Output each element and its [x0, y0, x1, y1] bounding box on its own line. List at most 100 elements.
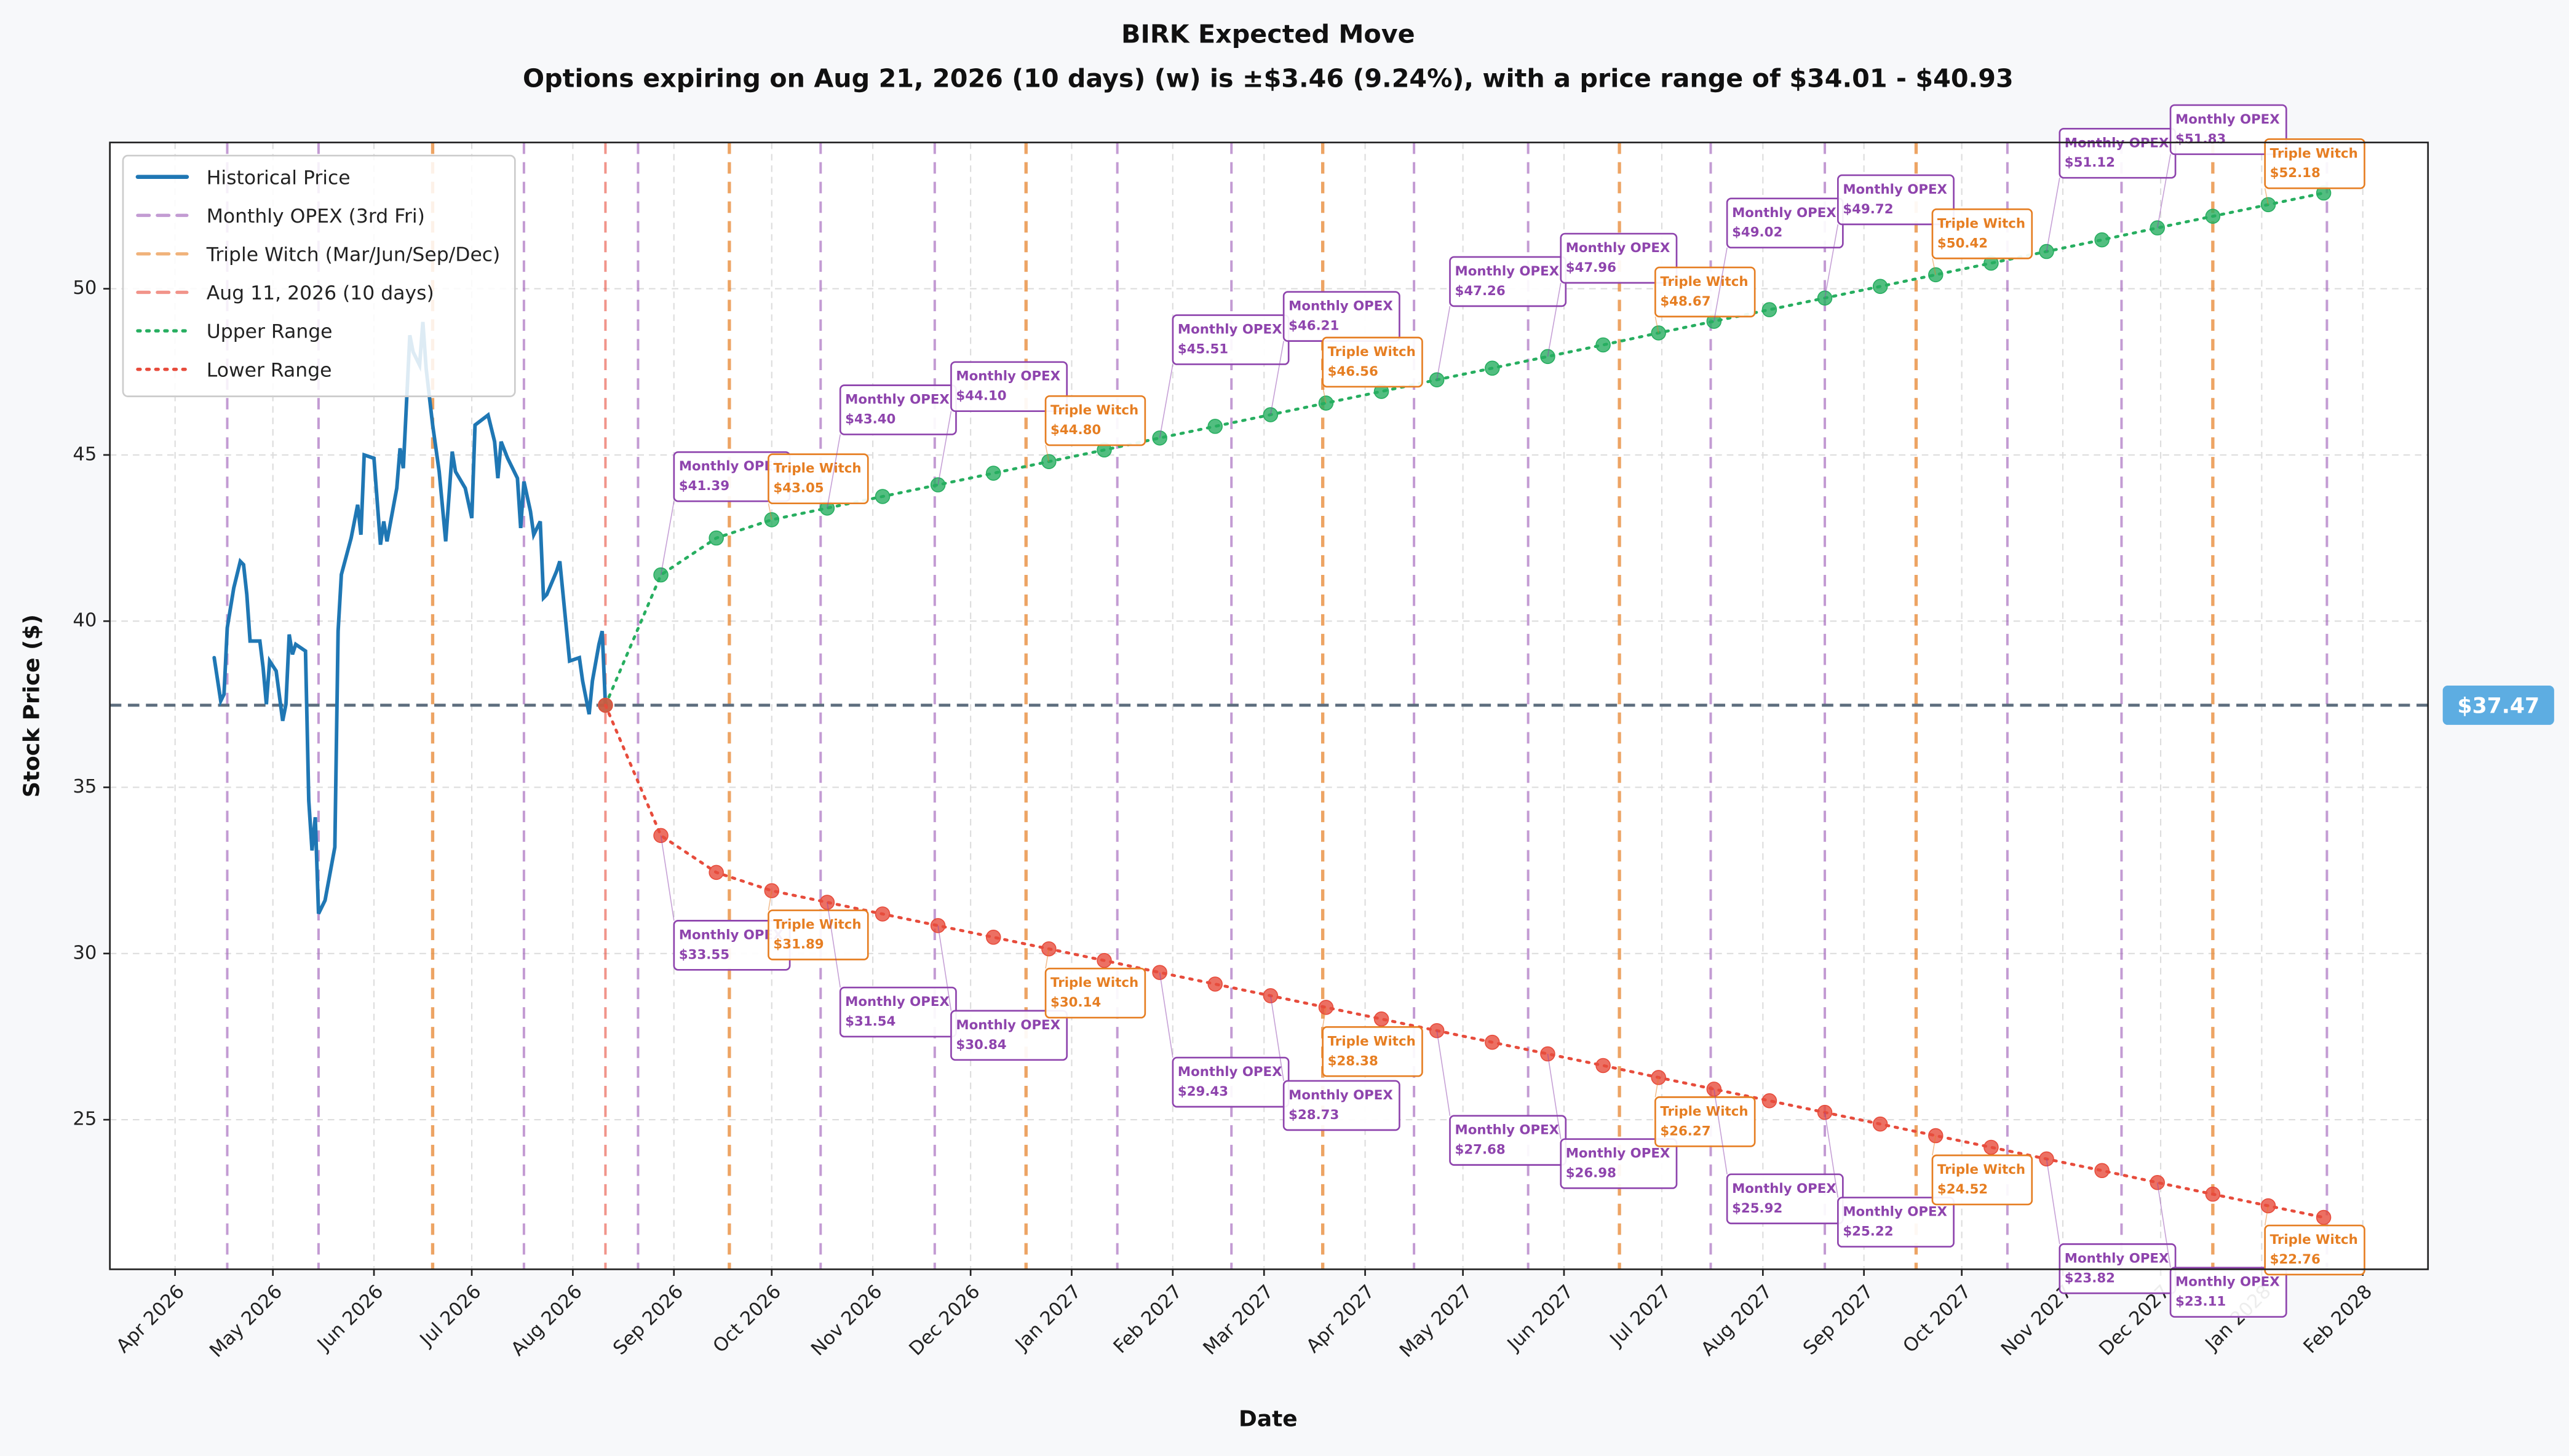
annotation-kind: Triple Witch	[1328, 344, 1416, 360]
annotation-connector	[827, 902, 841, 988]
data-point	[985, 930, 1001, 945]
data-point	[2039, 1151, 2054, 1167]
data-point	[875, 906, 891, 922]
annotation: Monthly OPEX $46.21	[1270, 291, 1400, 415]
current-price-badge	[2442, 685, 2554, 725]
annotation-connector	[660, 501, 675, 576]
annotation-value: $25.22	[1843, 1224, 1893, 1240]
data-point	[1485, 1034, 1500, 1050]
annotation-value: $23.11	[2175, 1294, 2226, 1310]
annotation-kind: Monthly OPEX	[845, 392, 950, 408]
legend-label: Lower Range	[207, 359, 332, 381]
annotation-value: $28.38	[1328, 1053, 1378, 1069]
annotation-connector	[2046, 178, 2060, 252]
annotation-box	[1837, 174, 1955, 226]
annotation: Monthly OPEX $47.26	[1436, 256, 1567, 380]
annotation-kind: Monthly OPEX	[1288, 299, 1393, 314]
annotation: Monthly OPEX $45.51	[1159, 314, 1290, 438]
annotation: Triple Witch $44.80	[1044, 395, 1146, 462]
data-point	[1872, 1116, 1888, 1132]
data-point	[2150, 220, 2166, 235]
y-tick-label: 25	[73, 1109, 97, 1130]
y-tick-label: 40	[73, 610, 97, 631]
annotation-connector	[1547, 1053, 1562, 1139]
annotation-connector	[768, 890, 772, 911]
annotation: Triple Witch $30.14	[1044, 949, 1146, 1019]
series-line	[604, 703, 2325, 1219]
annotation-connector	[1322, 386, 1327, 403]
annotation-box	[1322, 336, 1423, 388]
data-point	[1761, 1093, 1777, 1109]
annotation: Triple Witch $50.42	[1931, 208, 2033, 275]
annotation-kind: Monthly OPEX	[1178, 322, 1282, 338]
annotation-value: $28.73	[1288, 1107, 1339, 1123]
annotation: Monthly OPEX $31.54	[827, 902, 957, 1038]
annotation-kind: Triple Witch	[1050, 403, 1138, 418]
annotation-connector	[1932, 258, 1937, 275]
annotation-connector	[1713, 247, 1728, 322]
annotation: Monthly OPEX $44.10	[937, 361, 1068, 485]
data-point	[653, 567, 669, 583]
annotation-value: $33.55	[679, 947, 729, 962]
annotation-connector	[768, 503, 772, 520]
y-tick-label: 35	[73, 776, 97, 797]
data-point	[1872, 279, 1888, 295]
annotation-connector	[1713, 1089, 1728, 1174]
data-point	[764, 883, 780, 898]
annotation-kind: Monthly OPEX	[845, 994, 950, 1010]
data-point	[1207, 976, 1223, 992]
annotation-kind: Triple Witch	[773, 461, 861, 477]
legend-label: Aug 11, 2026 (10 days)	[207, 282, 434, 304]
annotation-kind: Triple Witch	[1937, 1162, 2025, 1177]
annotation: Monthly OPEX $43.40	[827, 384, 957, 508]
annotation-box	[1282, 1080, 1400, 1131]
annotation-connector	[1436, 306, 1451, 380]
annotation-value: $26.98	[1566, 1165, 1616, 1181]
annotation-value: $25.92	[1732, 1201, 1782, 1216]
annotation-value: $52.18	[2270, 165, 2321, 181]
annotation-value: $51.12	[2065, 155, 2115, 170]
annotation-connector	[2264, 1205, 2269, 1226]
annotation-value: $47.26	[1455, 283, 1506, 299]
y-tick-label: 30	[73, 942, 97, 963]
data-point	[2039, 243, 2054, 259]
x-axis-label: Date	[1239, 1406, 1298, 1431]
annotation-kind: Monthly OPEX	[1178, 1064, 1282, 1080]
series-line	[604, 191, 2325, 707]
annotation-kind: Monthly OPEX	[2065, 1251, 2169, 1266]
annotation-kind: Monthly OPEX	[679, 927, 784, 943]
data-point	[1595, 1058, 1611, 1074]
annotation-value: $30.84	[956, 1037, 1006, 1053]
annotation-value: $31.54	[845, 1014, 895, 1029]
data-point	[1817, 290, 1833, 306]
annotation-box	[768, 453, 869, 505]
annotation-kind: Monthly OPEX	[1566, 240, 1670, 256]
data-point	[1097, 952, 1112, 968]
annotation: Monthly OPEX $33.55	[660, 835, 791, 971]
data-point	[2316, 1209, 2332, 1225]
annotation-kind: Monthly OPEX	[1732, 1181, 1836, 1197]
annotation-value: $43.05	[773, 481, 824, 496]
current-price-label: $37.47	[2457, 694, 2539, 719]
annotation-box	[1044, 395, 1146, 446]
annotation: Monthly OPEX $29.43	[1159, 972, 1290, 1108]
annotation-connector	[2156, 1182, 2171, 1268]
data-point	[2094, 232, 2110, 248]
annotation-box	[1837, 1197, 1955, 1248]
annotation: Triple Witch $52.18	[2264, 138, 2365, 205]
annotation-value: $27.68	[1455, 1142, 1506, 1158]
legend-box	[122, 154, 516, 397]
annotation-kind: Monthly OPEX	[2175, 112, 2280, 127]
data-point	[2150, 1174, 2166, 1190]
data-point	[1207, 419, 1223, 434]
annotation-box	[768, 909, 869, 960]
annotation-kind: Monthly OPEX	[1455, 264, 1560, 279]
data-point	[2205, 1186, 2221, 1202]
annotation-value: $49.02	[1732, 225, 1782, 240]
annotation-connector	[1270, 995, 1284, 1082]
annotation-box	[1322, 1026, 1423, 1077]
annotation-value: $44.80	[1050, 422, 1101, 438]
annotation-kind: Triple Witch	[1050, 975, 1138, 991]
annotation-box	[2169, 1267, 2287, 1318]
